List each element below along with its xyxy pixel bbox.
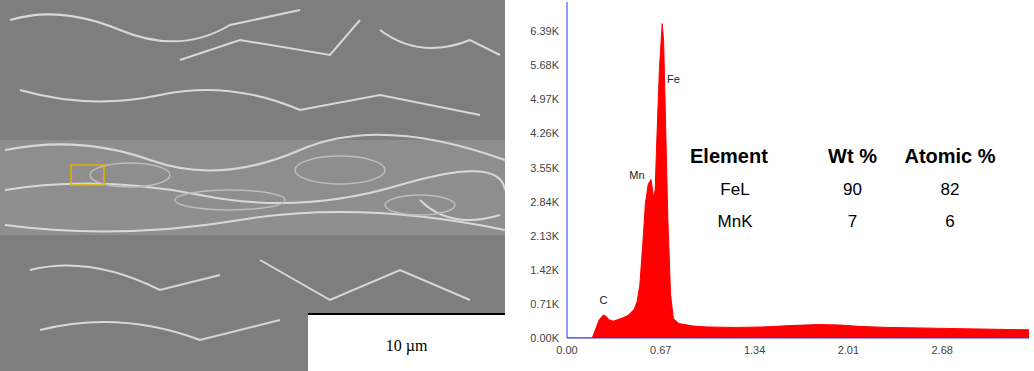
- svg-text:2.01: 2.01: [838, 344, 859, 356]
- html-text:Atomic %: Atomic %: [904, 145, 996, 167]
- svg-text:4.26K: 4.26K: [530, 127, 559, 139]
- html-text:Element: Element: [690, 145, 768, 167]
- html-text:10 µm: 10 µm: [385, 337, 428, 354]
- html-text:Wt %: Wt %: [828, 145, 877, 167]
- svg-text:5.68K: 5.68K: [530, 59, 559, 71]
- svg-text:4.97K: 4.97K: [530, 93, 559, 105]
- html-text:7: 7: [847, 212, 858, 231]
- svg-text:1.34: 1.34: [744, 344, 765, 356]
- svg-text:Fe: Fe: [667, 73, 680, 85]
- svg-text:0.67: 0.67: [650, 344, 671, 356]
- svg-text:2.84K: 2.84K: [530, 196, 559, 208]
- html-text:82: 82: [940, 180, 960, 199]
- svg-text:6.39K: 6.39K: [530, 25, 559, 37]
- svg-text:0.00K: 0.00K: [530, 332, 559, 344]
- html-text:MnK: MnK: [717, 212, 753, 231]
- html-text:90: 90: [843, 180, 862, 199]
- svg-text:Mn: Mn: [629, 169, 644, 181]
- svg-text:2.13K: 2.13K: [530, 230, 559, 242]
- html-text:FeL: FeL: [720, 180, 750, 199]
- svg-text:3.55K: 3.55K: [530, 162, 559, 174]
- svg-text:1.42K: 1.42K: [530, 264, 559, 276]
- svg-text:0.71K: 0.71K: [530, 298, 559, 310]
- html-text:6: 6: [945, 212, 955, 231]
- svg-text:C: C: [599, 294, 607, 306]
- svg-text:2.68: 2.68: [931, 344, 952, 356]
- svg-text:0.00: 0.00: [556, 344, 577, 356]
